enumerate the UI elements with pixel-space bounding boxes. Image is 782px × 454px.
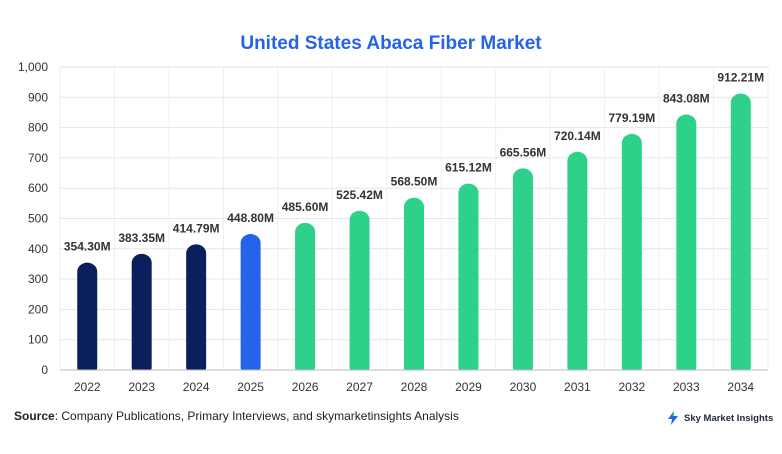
x-tick-label: 2027 [346, 380, 373, 394]
x-tick-label: 2033 [673, 380, 700, 394]
y-tick-label: 100 [28, 333, 48, 347]
data-label: 779.19M [608, 111, 655, 125]
bar [567, 151, 588, 376]
data-label: 485.60M [282, 200, 329, 214]
bar [349, 210, 370, 376]
x-tick-label: 2025 [237, 380, 264, 394]
y-tick-label: 700 [28, 151, 48, 165]
bars [60, 93, 768, 379]
bar [131, 253, 152, 376]
bar-chart: 0 100 200 300 400 500 600 700 800 900 1,000 354.30… [18, 60, 769, 394]
source-label: Source [14, 409, 55, 423]
bar [621, 133, 642, 376]
x-tick-label: 2029 [455, 380, 482, 394]
x-tick-label: 2024 [183, 380, 210, 394]
y-tick-label: 1,000 [18, 60, 48, 74]
data-label: 843.08M [663, 92, 710, 106]
x-axis-ticks: 2022 2023 2024 2025 2026 2027 2028 2029 2030 2031… [74, 380, 755, 394]
chart-title: United States Abaca Fiber Market [240, 33, 542, 54]
x-tick-label: 2030 [510, 380, 537, 394]
brand-name: Sky Market Insights [684, 412, 774, 424]
y-tick-label: 800 [28, 121, 48, 135]
data-label: 912.21M [717, 71, 764, 85]
bar [512, 168, 533, 376]
y-tick-label: 400 [28, 242, 48, 256]
source-note: Source: Company Publications, Primary In… [14, 409, 459, 423]
x-tick-label: 2028 [401, 380, 428, 394]
data-label: 525.42M [336, 188, 383, 202]
y-tick-label: 600 [28, 181, 48, 195]
data-label: 354.30M [64, 240, 111, 254]
data-label: 414.79M [173, 221, 220, 235]
y-tick-label: 0 [41, 363, 48, 377]
brand-logo: Sky Market Insights [666, 411, 773, 425]
x-tick-label: 2034 [727, 380, 754, 394]
bar [676, 114, 697, 377]
bar [77, 262, 98, 376]
bar [404, 197, 424, 376]
data-label: 720.14M [554, 129, 601, 143]
bar [186, 244, 207, 376]
y-tick-label: 300 [28, 272, 48, 286]
baseline-mask [60, 370, 768, 379]
data-label: 615.12M [445, 161, 492, 175]
x-tick-label: 2023 [128, 380, 155, 394]
data-label: 448.80M [227, 211, 274, 225]
x-tick-label: 2022 [74, 380, 101, 394]
bar [730, 93, 751, 376]
lightning-bolt-icon [668, 411, 678, 425]
x-tick-label: 2031 [564, 380, 591, 394]
bar [458, 183, 479, 376]
y-tick-label: 200 [28, 302, 48, 316]
bar [295, 222, 316, 376]
data-label: 568.50M [391, 175, 438, 189]
y-axis-ticks: 0 100 200 300 400 500 600 700 800 900 1,000 [18, 60, 48, 377]
y-tick-label: 500 [28, 212, 48, 226]
bar [240, 234, 261, 376]
y-tick-label: 900 [28, 90, 48, 104]
source-text: : Company Publications, Primary Intervie… [54, 409, 459, 423]
data-label: 383.35M [118, 231, 165, 245]
x-tick-label: 2026 [292, 380, 319, 394]
data-label: 665.56M [500, 145, 547, 159]
x-tick-label: 2032 [618, 380, 645, 394]
data-labels: 354.30M 383.35M 414.79M 448.80M 485.60M 525.4… [64, 71, 764, 254]
